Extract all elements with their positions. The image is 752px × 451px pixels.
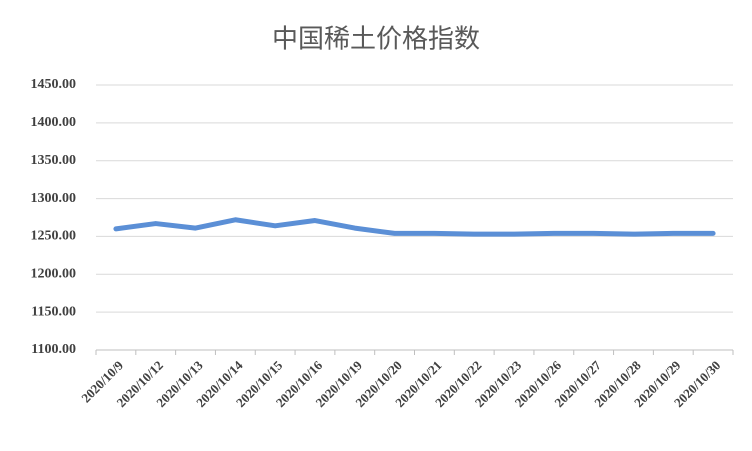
y-tick-label: 1300.00 xyxy=(31,191,77,206)
y-tick-label: 1100.00 xyxy=(31,342,76,357)
data-line xyxy=(113,217,716,237)
y-tick-label: 1250.00 xyxy=(31,229,77,244)
y-tick-label: 1200.00 xyxy=(31,267,77,282)
y-tick-label: 1450.00 xyxy=(31,77,77,92)
y-tick-label: 1150.00 xyxy=(31,304,76,319)
y-tick-label: 1350.00 xyxy=(31,153,77,168)
chart-title: 中国稀土价格指数 xyxy=(272,25,480,55)
y-tick-label: 1400.00 xyxy=(31,115,77,130)
